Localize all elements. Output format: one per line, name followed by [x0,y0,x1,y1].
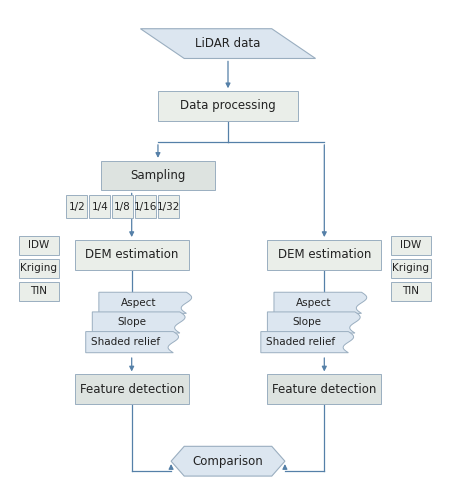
FancyBboxPatch shape [390,282,430,301]
FancyBboxPatch shape [75,240,188,270]
FancyBboxPatch shape [19,236,58,255]
Text: Kriging: Kriging [392,263,429,273]
Text: 1/32: 1/32 [156,202,179,212]
Text: DEM estimation: DEM estimation [85,248,178,262]
Polygon shape [267,312,359,333]
Text: 1/4: 1/4 [91,202,108,212]
Text: Aspect: Aspect [120,298,156,308]
FancyBboxPatch shape [157,196,178,218]
Polygon shape [140,28,315,58]
FancyBboxPatch shape [135,196,156,218]
FancyBboxPatch shape [19,282,58,301]
Text: DEM estimation: DEM estimation [277,248,370,262]
FancyBboxPatch shape [390,236,430,255]
Polygon shape [171,446,284,476]
Text: IDW: IDW [399,240,421,250]
FancyBboxPatch shape [157,91,298,121]
Text: Comparison: Comparison [192,454,263,468]
Text: 1/16: 1/16 [133,202,157,212]
Text: Aspect: Aspect [295,298,330,308]
Polygon shape [86,332,178,352]
FancyBboxPatch shape [267,374,380,404]
Text: Shaded relief: Shaded relief [91,337,159,347]
Polygon shape [260,332,353,352]
Text: TIN: TIN [402,286,419,296]
Text: Slope: Slope [117,318,146,328]
FancyBboxPatch shape [390,258,430,278]
Text: Feature detection: Feature detection [272,382,376,396]
Text: Kriging: Kriging [20,263,57,273]
Text: Feature detection: Feature detection [79,382,183,396]
Polygon shape [99,292,191,314]
Text: TIN: TIN [30,286,47,296]
FancyBboxPatch shape [112,196,133,218]
Text: 1/8: 1/8 [114,202,131,212]
FancyBboxPatch shape [89,196,110,218]
FancyBboxPatch shape [19,258,58,278]
Polygon shape [273,292,366,314]
Polygon shape [92,312,185,333]
FancyBboxPatch shape [267,240,380,270]
Text: IDW: IDW [28,240,50,250]
Text: 1/2: 1/2 [68,202,85,212]
FancyBboxPatch shape [101,160,214,190]
Text: Slope: Slope [292,318,321,328]
FancyBboxPatch shape [66,196,87,218]
Text: LiDAR data: LiDAR data [195,37,260,50]
Text: Shaded relief: Shaded relief [265,337,334,347]
FancyBboxPatch shape [75,374,188,404]
Text: Data processing: Data processing [180,100,275,112]
Text: Sampling: Sampling [130,169,185,182]
